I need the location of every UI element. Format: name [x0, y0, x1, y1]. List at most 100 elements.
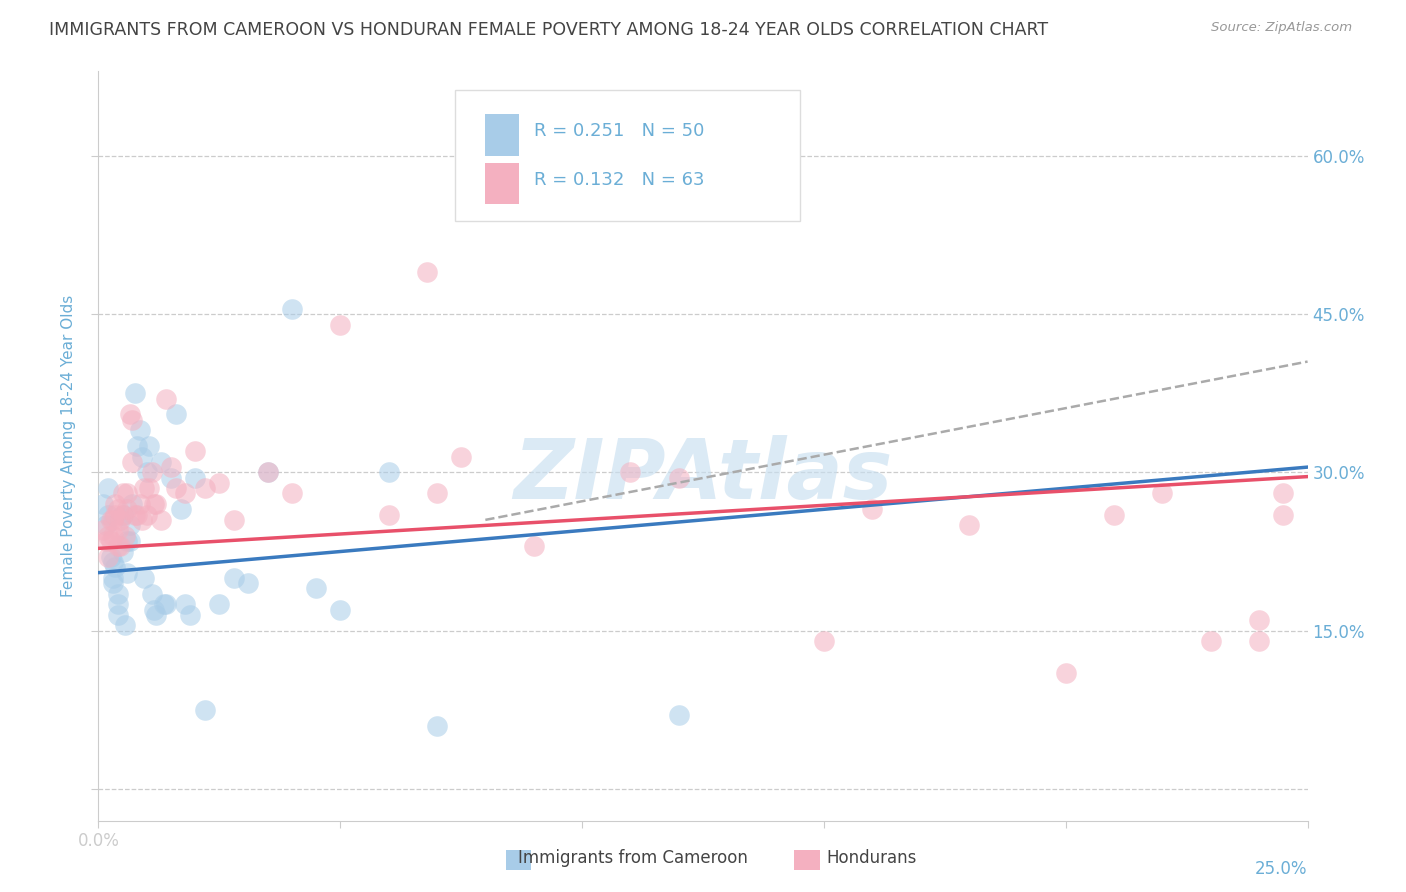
Point: [108, 539, 131, 553]
Point: [1054, 665, 1077, 680]
Text: ZIPAtlas: ZIPAtlas: [513, 435, 893, 516]
Point: [238, 576, 260, 591]
Point: [121, 497, 143, 511]
Point: [450, 450, 472, 464]
Text: Source: ZipAtlas.com: Source: ZipAtlas.com: [1212, 21, 1353, 35]
Point: [329, 602, 352, 616]
Point: [141, 587, 163, 601]
Point: [860, 502, 883, 516]
Point: [377, 466, 399, 480]
Point: [256, 466, 278, 480]
Point: [145, 607, 167, 622]
Point: [97, 481, 120, 495]
Y-axis label: Female Poverty Among 18-24 Year Olds: Female Poverty Among 18-24 Year Olds: [60, 295, 76, 597]
Point: [1249, 634, 1271, 648]
Point: [108, 513, 131, 527]
Point: [152, 597, 174, 611]
Point: [222, 571, 245, 585]
Point: [117, 566, 139, 580]
Point: [118, 518, 141, 533]
Point: [97, 508, 120, 522]
Point: [100, 549, 122, 564]
Point: [184, 470, 207, 484]
Point: [957, 518, 980, 533]
Point: [134, 571, 156, 585]
Point: [117, 502, 139, 516]
Point: [91, 497, 114, 511]
Point: [208, 475, 231, 490]
Text: R = 0.251   N = 50: R = 0.251 N = 50: [534, 122, 704, 140]
Point: [143, 602, 166, 616]
Point: [1272, 508, 1295, 522]
Point: [426, 719, 449, 733]
Point: [208, 597, 231, 611]
FancyBboxPatch shape: [456, 90, 800, 221]
Point: [101, 555, 124, 569]
Point: [138, 439, 160, 453]
Point: [1152, 486, 1174, 500]
Point: [1199, 634, 1222, 648]
Point: [222, 513, 245, 527]
Text: Immigrants from Cameroon: Immigrants from Cameroon: [517, 849, 748, 867]
Point: [101, 529, 124, 543]
Point: [97, 549, 120, 564]
Text: IMMIGRANTS FROM CAMEROON VS HONDURAN FEMALE POVERTY AMONG 18-24 YEAR OLDS CORREL: IMMIGRANTS FROM CAMEROON VS HONDURAN FEM…: [49, 21, 1049, 39]
Point: [134, 481, 156, 495]
FancyBboxPatch shape: [485, 114, 519, 155]
Point: [174, 486, 197, 500]
Point: [160, 460, 183, 475]
Point: [107, 502, 129, 516]
Point: [101, 576, 124, 591]
Point: [121, 455, 143, 469]
Point: [141, 466, 163, 480]
Point: [101, 571, 124, 585]
Point: [155, 392, 177, 406]
Point: [118, 533, 141, 548]
Point: [135, 466, 157, 480]
Point: [131, 450, 153, 464]
Point: [104, 508, 127, 522]
Point: [100, 513, 122, 527]
Point: [256, 466, 278, 480]
Text: Hondurans: Hondurans: [827, 849, 917, 867]
Point: [114, 529, 136, 543]
Point: [179, 607, 201, 622]
Point: [114, 618, 136, 632]
Point: [121, 412, 143, 426]
Point: [94, 533, 117, 548]
Point: [127, 508, 149, 522]
Point: [107, 587, 129, 601]
Point: [165, 481, 187, 495]
Point: [128, 497, 150, 511]
Point: [1249, 613, 1271, 627]
Point: [143, 497, 166, 511]
Point: [1272, 486, 1295, 500]
Point: [194, 481, 217, 495]
Point: [160, 470, 183, 484]
Point: [668, 470, 690, 484]
Point: [150, 455, 173, 469]
Point: [104, 560, 127, 574]
Point: [107, 607, 129, 622]
Point: [174, 597, 197, 611]
Point: [135, 508, 157, 522]
Point: [194, 703, 217, 717]
Point: [416, 265, 439, 279]
Point: [111, 508, 134, 522]
Point: [128, 423, 150, 437]
Point: [523, 539, 546, 553]
Point: [813, 634, 835, 648]
Point: [111, 508, 134, 522]
Point: [111, 486, 134, 500]
FancyBboxPatch shape: [485, 163, 519, 204]
Point: [97, 529, 120, 543]
Text: R = 0.132   N = 63: R = 0.132 N = 63: [534, 171, 704, 189]
Point: [155, 597, 177, 611]
Point: [329, 318, 352, 332]
Point: [127, 439, 149, 453]
Point: [101, 513, 124, 527]
Point: [138, 481, 160, 495]
Point: [111, 544, 134, 558]
Point: [145, 497, 167, 511]
Point: [100, 533, 122, 548]
